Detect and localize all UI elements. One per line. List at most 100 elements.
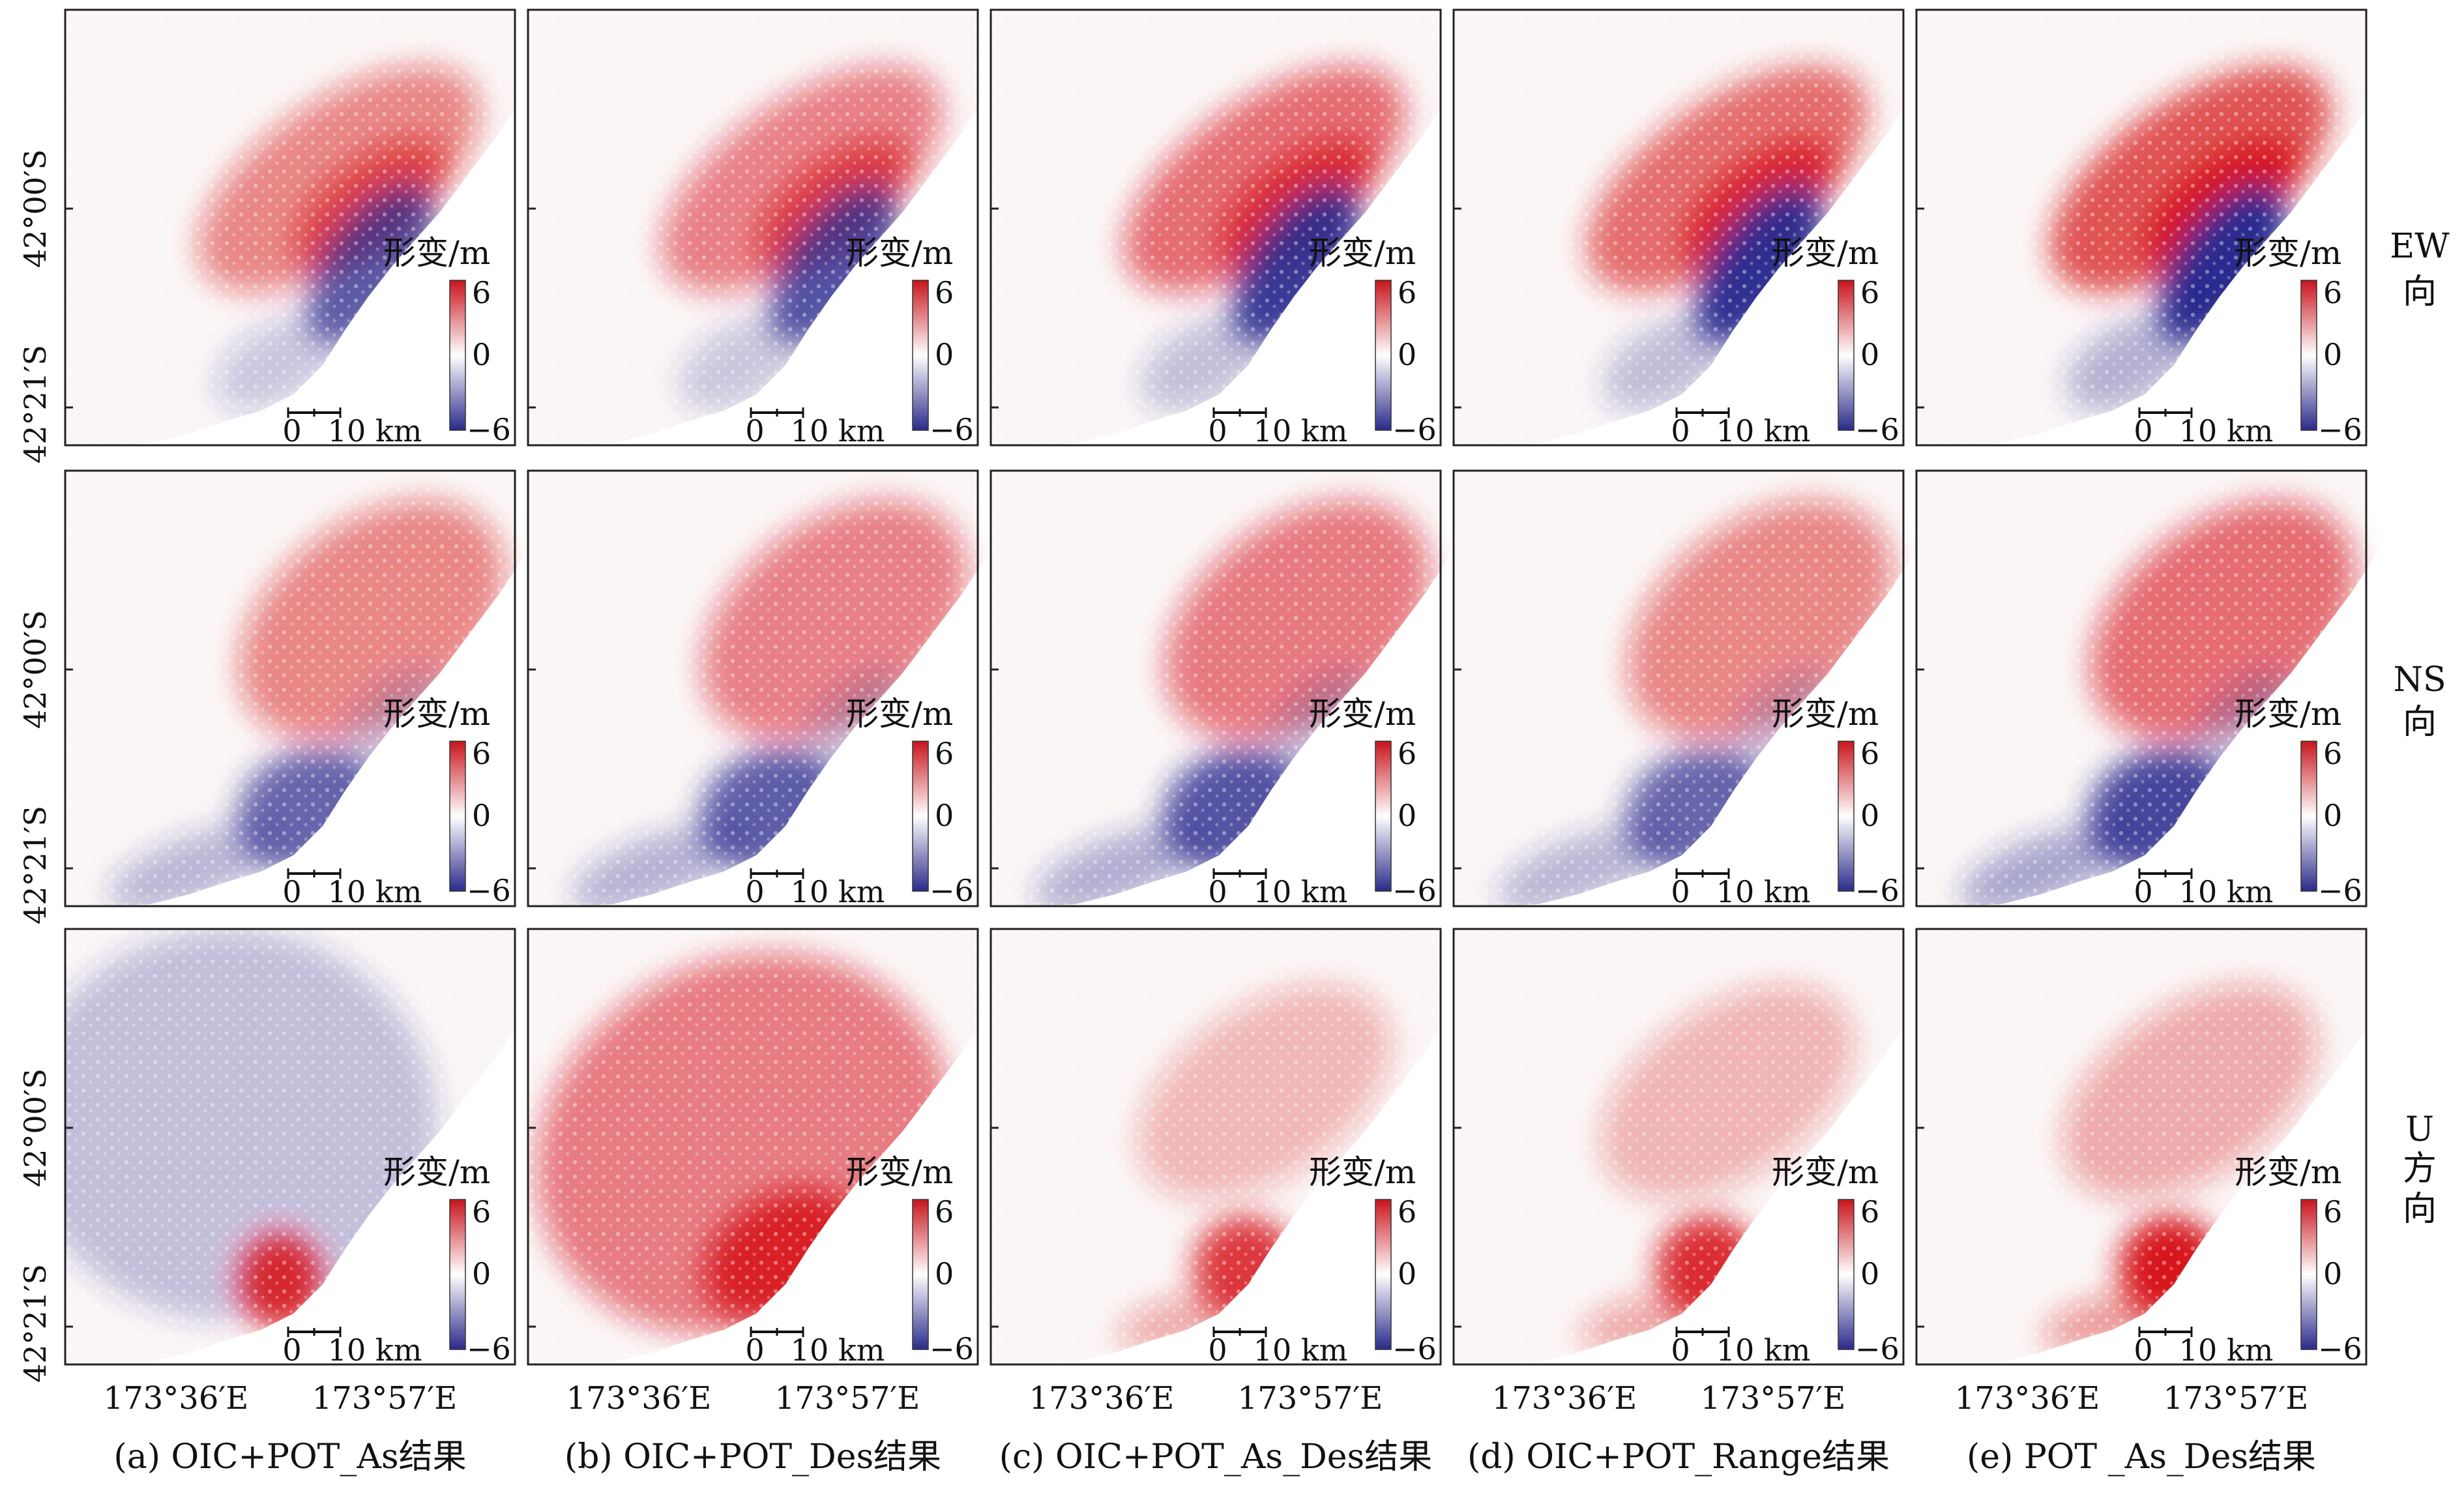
panel-u-2: 形变/m6 0 −6 0 10 km: [990, 928, 1442, 1368]
colorbar-mid-label: 0: [1398, 798, 1416, 833]
deformation-map: [1916, 929, 2366, 1364]
colorbar-min-label: −6: [1855, 412, 1899, 447]
panel-u-4: 形变/m6 0 −6 0 10 km: [1915, 928, 2368, 1368]
colorbar-mid-label: 0: [472, 1256, 491, 1291]
panel-ew-3: 形变/m6 0 −6 0 10 km: [1452, 8, 1905, 449]
panel-ew-1: 形变/m6 0 −6 0 10 km: [527, 8, 979, 449]
lon-tick-label: 173°57′E: [1238, 1380, 1383, 1417]
colorbar-mid-label: 0: [935, 1256, 954, 1291]
panel-ns-1: 形变/m6 0 −6 0 10 km: [527, 469, 979, 909]
scale-zero-label: 0: [282, 1332, 301, 1368]
deformation-map: [991, 471, 1441, 906]
row-label: 向: [2403, 703, 2437, 742]
scale-length-label: 10 km: [791, 1332, 885, 1368]
colorbar-mid-label: 0: [2323, 337, 2342, 372]
deformation-map: [1454, 929, 1903, 1364]
colorbar-max-label: 6: [935, 736, 954, 771]
colorbar: [1375, 1199, 1392, 1350]
deformation-map: [1916, 471, 2366, 906]
lon-tick-label: 173°36′E: [1955, 1380, 2100, 1417]
deformation-map: [65, 929, 515, 1364]
panel-frame: [64, 8, 516, 447]
colorbar-title: 形变/m: [846, 234, 953, 272]
panel-frame: [64, 469, 516, 907]
colorbar-title: 形变/m: [1309, 1153, 1416, 1191]
lat-tick-label: 42°00′S: [18, 1068, 53, 1187]
panel-frame: [64, 928, 516, 1366]
colorbar-max-label: 6: [472, 1194, 491, 1229]
colorbar-min-label: −6: [930, 412, 974, 447]
colorbar: [449, 741, 466, 892]
panel-frame: [1452, 8, 1905, 447]
column-caption: (b) OIC+POT_Des结果: [565, 1437, 941, 1477]
colorbar: [449, 280, 466, 431]
scale-length-label: 10 km: [1716, 874, 1811, 909]
colorbar-title: 形变/m: [1772, 234, 1879, 272]
row-label: 向: [2403, 272, 2437, 312]
colorbar-min-label: −6: [467, 1331, 511, 1366]
panel-frame: [1452, 928, 1905, 1366]
panel-frame: [527, 8, 979, 447]
colorbar: [1838, 741, 1855, 892]
column-caption: (d) OIC+POT_Range结果: [1467, 1437, 1890, 1477]
deformation-map: [528, 471, 978, 906]
colorbar-max-label: 6: [1860, 1194, 1879, 1229]
scale-length-label: 10 km: [791, 874, 885, 909]
colorbar-min-label: −6: [1392, 412, 1437, 447]
panel-frame: [527, 469, 979, 907]
lon-tick-label: 173°36′E: [104, 1380, 249, 1417]
colorbar-mid-label: 0: [2323, 798, 2342, 833]
lon-tick-label: 173°57′E: [775, 1380, 920, 1417]
scale-length-label: 10 km: [1254, 874, 1348, 909]
panel-ew-4: 形变/m6 0 −6 0 10 km: [1915, 8, 2368, 449]
scale-zero-label: 0: [1208, 413, 1227, 449]
colorbar-min-label: −6: [930, 1331, 974, 1366]
colorbar-mid-label: 0: [1860, 337, 1879, 372]
colorbar: [1838, 280, 1855, 431]
colorbar-min-label: −6: [467, 412, 511, 447]
scale-zero-label: 0: [2134, 1332, 2152, 1368]
scale-zero-label: 0: [1208, 874, 1227, 909]
colorbar-max-label: 6: [1398, 1194, 1416, 1229]
colorbar: [2300, 280, 2317, 431]
colorbar-min-label: −6: [1855, 873, 1899, 908]
panel-frame: [990, 928, 1442, 1366]
scale-length-label: 10 km: [2179, 1332, 2274, 1368]
scale-length-label: 10 km: [1254, 1332, 1348, 1368]
scale-zero-label: 0: [1671, 413, 1690, 449]
lat-tick-label: 42°21′S: [18, 1264, 53, 1383]
colorbar-min-label: −6: [2318, 1331, 2362, 1366]
colorbar: [2300, 1199, 2317, 1350]
colorbar-min-label: −6: [1392, 873, 1437, 908]
panel-frame: [1915, 469, 2368, 907]
scale-zero-label: 0: [1671, 1332, 1690, 1368]
colorbar-max-label: 6: [472, 736, 491, 771]
row-label: 方: [2403, 1149, 2437, 1188]
colorbar-mid-label: 0: [1860, 1256, 1879, 1291]
colorbar-min-label: −6: [1855, 1331, 1899, 1366]
colorbar-max-label: 6: [2323, 1194, 2342, 1229]
panel-ns-0: 形变/m6 0 −6 0 10 km: [64, 469, 516, 909]
scale-length-label: 10 km: [328, 413, 422, 449]
row-label: 向: [2403, 1190, 2437, 1229]
colorbar: [2300, 741, 2317, 892]
colorbar: [449, 1199, 466, 1350]
panel-ns-3: 形变/m6 0 −6 0 10 km: [1452, 469, 1905, 909]
panel-ew-2: 形变/m6 0 −6 0 10 km: [990, 8, 1442, 449]
panel-frame: [1915, 928, 2368, 1366]
lat-tick-label: 42°21′S: [18, 806, 53, 924]
scale-zero-label: 0: [282, 413, 301, 449]
panel-ns-2: 形变/m6 0 −6 0 10 km: [990, 469, 1442, 909]
colorbar: [912, 280, 929, 431]
scale-length-label: 10 km: [2179, 874, 2274, 909]
panel-ns-4: 形变/m6 0 −6 0 10 km: [1915, 469, 2368, 909]
column-caption: (e) POT _As_Des结果: [1967, 1437, 2316, 1477]
scale-zero-label: 0: [2134, 413, 2152, 449]
scale-zero-label: 0: [745, 413, 764, 449]
scale-zero-label: 0: [745, 1332, 764, 1368]
scale-length-label: 10 km: [2179, 413, 2274, 449]
scale-zero-label: 0: [2134, 874, 2152, 909]
colorbar: [1375, 280, 1392, 431]
column-caption: (c) OIC+POT_As_Des结果: [999, 1437, 1432, 1477]
